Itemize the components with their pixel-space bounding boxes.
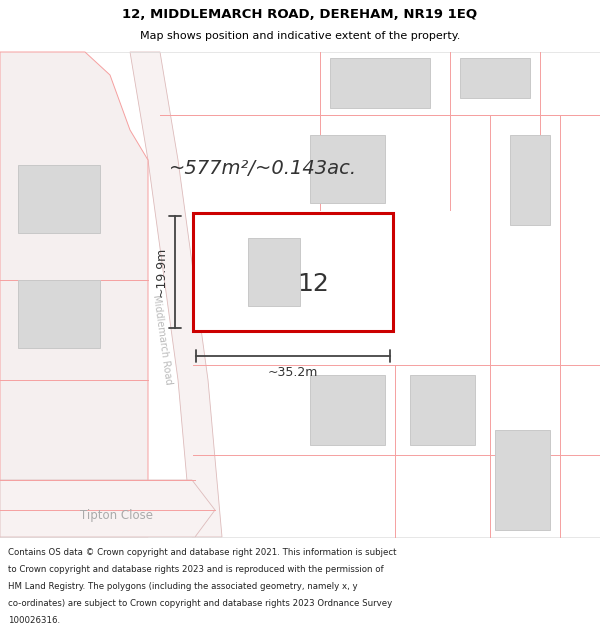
Text: 12: 12 (297, 272, 329, 296)
Bar (310, 375, 385, 445)
Polygon shape (130, 52, 222, 537)
Polygon shape (0, 480, 215, 537)
Text: ~19.9m: ~19.9m (155, 247, 167, 297)
Bar (18, 280, 100, 348)
Bar (495, 430, 550, 530)
Bar (0, 52, 600, 537)
Text: 100026316.: 100026316. (8, 616, 60, 625)
Bar (18, 165, 100, 233)
Text: Map shows position and indicative extent of the property.: Map shows position and indicative extent… (140, 31, 460, 41)
Bar (330, 58, 430, 108)
Text: HM Land Registry. The polygons (including the associated geometry, namely x, y: HM Land Registry. The polygons (includin… (8, 582, 358, 591)
Text: ~35.2m: ~35.2m (268, 366, 318, 379)
Text: Tipton Close: Tipton Close (80, 509, 153, 522)
Text: ~577m²/~0.143ac.: ~577m²/~0.143ac. (169, 159, 357, 177)
Bar (248, 238, 300, 306)
Bar (410, 375, 475, 445)
Bar (460, 58, 530, 98)
Text: co-ordinates) are subject to Crown copyright and database rights 2023 Ordnance S: co-ordinates) are subject to Crown copyr… (8, 599, 392, 608)
Text: Middlemarch Road: Middlemarch Road (151, 294, 173, 386)
Bar (193, 213, 393, 331)
Bar (510, 135, 550, 225)
Text: Contains OS data © Crown copyright and database right 2021. This information is : Contains OS data © Crown copyright and d… (8, 548, 397, 557)
Polygon shape (0, 52, 148, 537)
Text: to Crown copyright and database rights 2023 and is reproduced with the permissio: to Crown copyright and database rights 2… (8, 565, 383, 574)
Text: 12, MIDDLEMARCH ROAD, DEREHAM, NR19 1EQ: 12, MIDDLEMARCH ROAD, DEREHAM, NR19 1EQ (122, 9, 478, 21)
Bar (310, 135, 385, 203)
